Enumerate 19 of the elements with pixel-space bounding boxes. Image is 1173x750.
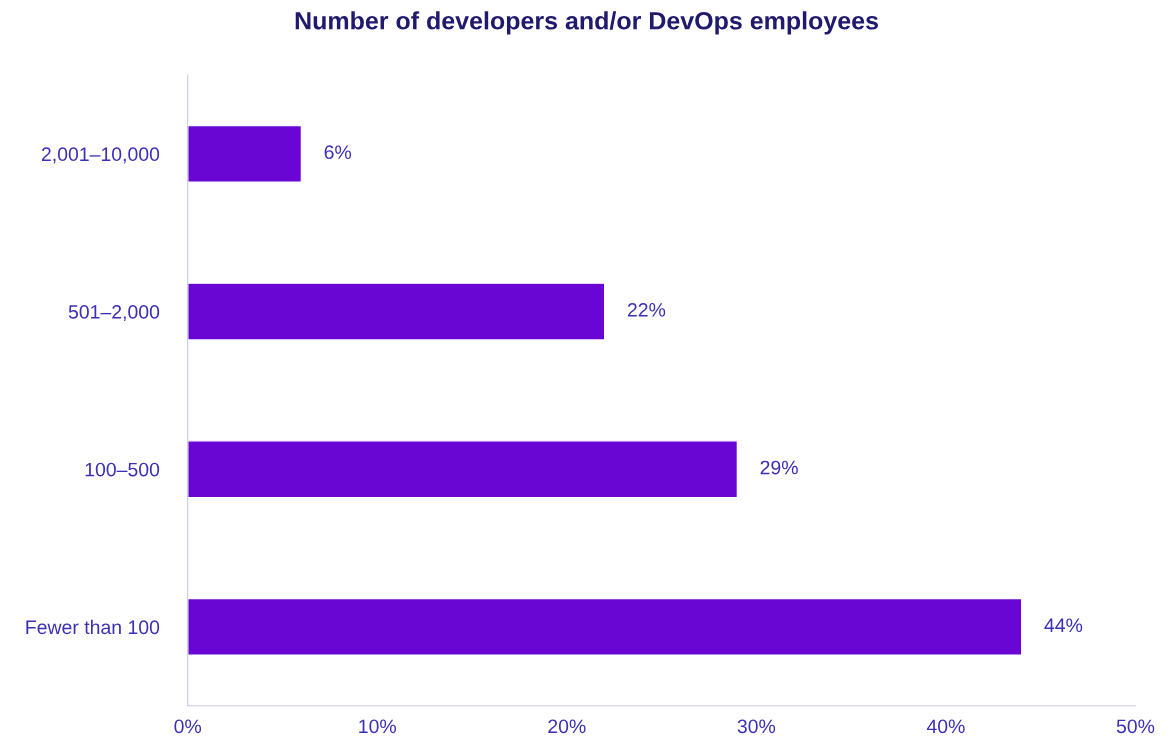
bar xyxy=(187,282,606,341)
y-tick-label: 501–2,000 xyxy=(68,305,160,322)
data-label: 29% xyxy=(760,460,798,475)
bar xyxy=(187,124,303,183)
y-tick-label: Fewer than 100 xyxy=(26,619,160,635)
chart-title: Number of developers and/or DevOps employees xyxy=(295,11,878,35)
y-tick-label: 100–500 xyxy=(85,462,160,477)
x-tick-label: 40% xyxy=(926,719,965,734)
x-tick-label: 30% xyxy=(737,719,776,734)
data-label: 44% xyxy=(1044,618,1083,633)
x-tick-label: 10% xyxy=(359,719,396,734)
bar xyxy=(187,597,1023,656)
x-tick-label: 50% xyxy=(1116,719,1155,734)
bar xyxy=(187,440,739,499)
y-tick-label: 2,001–10,000 xyxy=(41,147,160,164)
data-label: 6% xyxy=(324,145,352,160)
x-tick-label: 20% xyxy=(548,719,586,734)
x-tick-label: 0% xyxy=(174,719,202,734)
data-label: 22% xyxy=(627,302,666,317)
